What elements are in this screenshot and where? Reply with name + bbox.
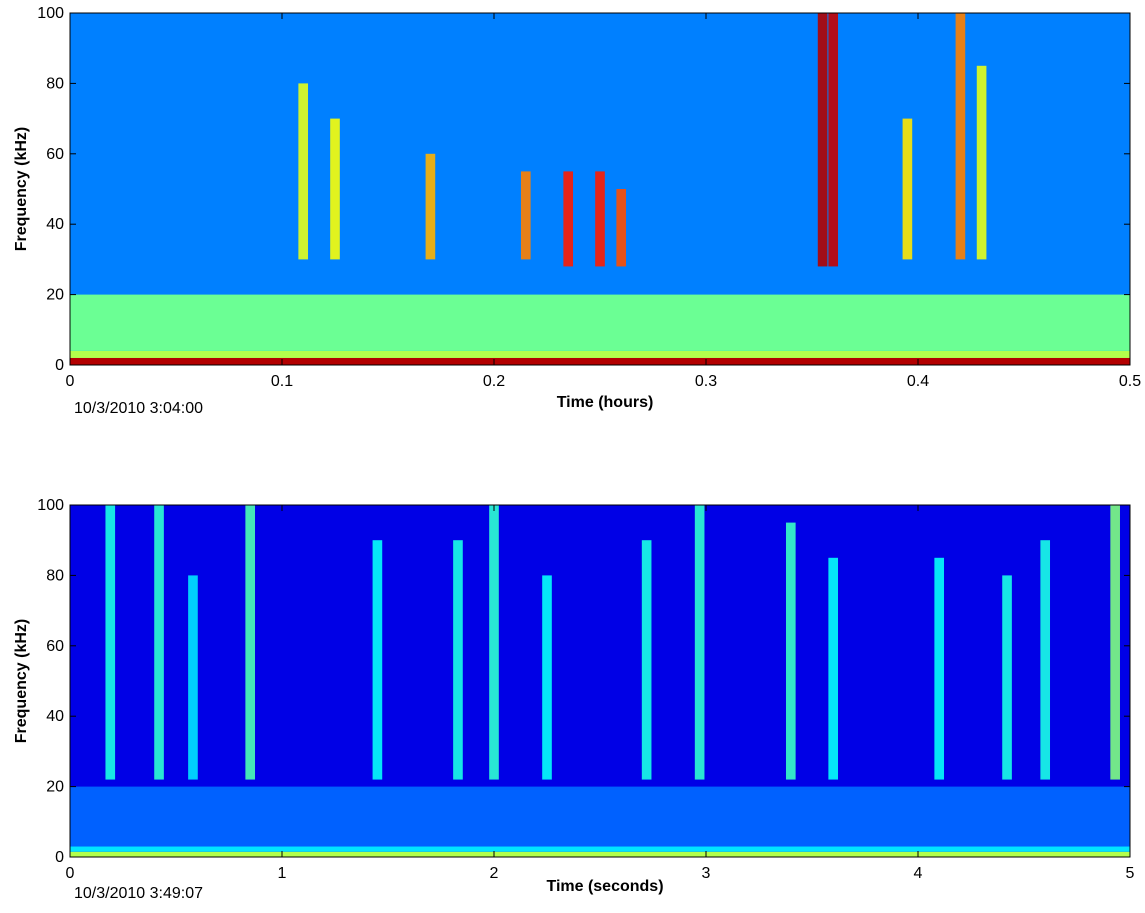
event-mark xyxy=(934,557,945,780)
frequency-band xyxy=(70,786,1130,847)
y-axis-label: Frequency (kHz) xyxy=(13,619,30,743)
y-tick-label: 100 xyxy=(37,5,64,22)
recording-timestamp: 10/3/2010 3:49:07 xyxy=(74,885,204,902)
plot-frame xyxy=(69,504,1131,858)
event-mark xyxy=(902,118,913,260)
event-mark xyxy=(817,13,828,267)
recording-timestamp: 10/3/2010 3:04:00 xyxy=(74,400,204,417)
event-mark xyxy=(520,171,531,260)
x-tick-label: 0.3 xyxy=(695,373,717,390)
frequency-band xyxy=(70,294,1130,351)
y-tick-label: 40 xyxy=(46,708,64,725)
event-mark xyxy=(1002,575,1012,780)
x-tick-label: 0 xyxy=(66,373,75,390)
x-tick-label: 5 xyxy=(1126,865,1135,882)
y-tick-label: 20 xyxy=(46,287,64,304)
event-mark xyxy=(154,505,164,780)
y-tick-label: 40 xyxy=(46,216,64,233)
x-tick-label: 0.1 xyxy=(271,373,293,390)
event-mark xyxy=(955,13,966,260)
spectrogram-chart-seconds: 0 1 2 3 4 5 0 20 40 60 80 100 Time (seconds) Freque… xyxy=(13,497,1135,895)
y-tick-label: 0 xyxy=(55,849,64,866)
spectrogram-chart-hours: 0 0.1 0.2 0.3 0.4 0.5 0 20 40 60 80 100 Time (hours… xyxy=(13,5,1141,411)
spectrogram-panel-seconds: 0 1 2 3 4 5 0 20 40 60 80 100 Time (seconds) Freque… xyxy=(0,492,1145,913)
frequency-band xyxy=(70,350,1130,358)
event-mark xyxy=(489,505,499,780)
event-mark xyxy=(188,575,198,780)
x-tick-label: 3 xyxy=(702,865,711,882)
event-mark xyxy=(105,505,116,780)
frequency-band xyxy=(70,357,1130,365)
plot-frame xyxy=(69,12,1131,366)
event-mark xyxy=(785,522,796,780)
spectrogram-panel-hours: 0 0.1 0.2 0.3 0.4 0.5 0 20 40 60 80 100 Time (hours… xyxy=(0,0,1145,430)
event-mark xyxy=(595,171,605,267)
y-tick-label: 20 xyxy=(46,779,64,796)
event-mark xyxy=(245,505,256,780)
event-mark xyxy=(453,540,463,780)
y-tick-label: 80 xyxy=(46,75,64,92)
y-axis-label: Frequency (kHz) xyxy=(13,127,30,251)
event-mark xyxy=(372,540,383,780)
y-tick-label: 60 xyxy=(46,146,64,163)
event-mark xyxy=(425,153,436,260)
event-mark xyxy=(298,83,309,260)
x-tick-label: 0.2 xyxy=(483,373,505,390)
y-tick-label: 60 xyxy=(46,638,64,655)
frequency-band xyxy=(70,851,1130,857)
x-tick-label: 0 xyxy=(66,865,75,882)
y-tick-label: 0 xyxy=(55,357,64,374)
x-tick-label: 1 xyxy=(278,865,287,882)
event-mark xyxy=(828,13,839,267)
event-mark xyxy=(330,118,340,260)
y-tick-label: 100 xyxy=(37,497,64,514)
event-mark xyxy=(1040,540,1051,780)
x-axis-label: Time (seconds) xyxy=(546,878,663,895)
event-mark xyxy=(542,575,552,780)
x-tick-label: 2 xyxy=(490,865,499,882)
event-mark xyxy=(976,65,987,260)
x-axis-label: Time (hours) xyxy=(557,394,654,411)
event-mark xyxy=(1110,505,1120,780)
event-mark xyxy=(563,171,574,267)
x-tick-label: 0.5 xyxy=(1119,373,1141,390)
event-mark xyxy=(641,540,652,780)
x-tick-label: 4 xyxy=(914,865,923,882)
frequency-band xyxy=(70,846,1130,852)
y-tick-label: 80 xyxy=(46,567,64,584)
event-mark xyxy=(616,189,627,267)
event-mark xyxy=(828,557,839,780)
x-tick-label: 0.4 xyxy=(907,373,929,390)
event-mark xyxy=(694,505,705,780)
